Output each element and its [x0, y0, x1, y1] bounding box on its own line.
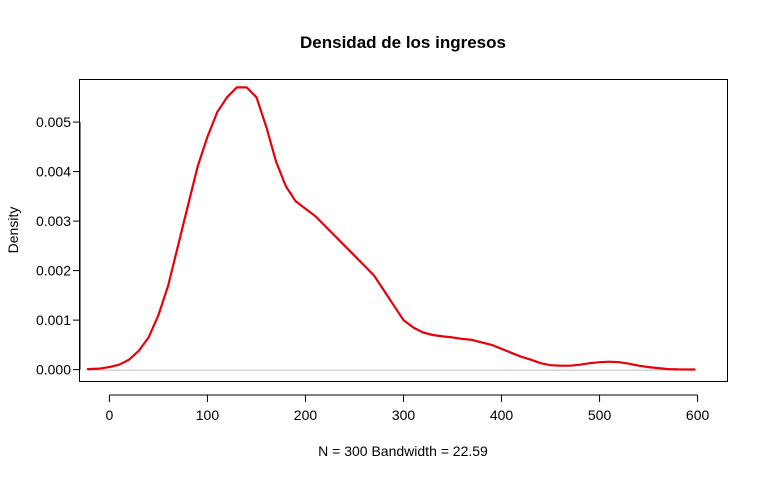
- y-tick-label: 0.001: [36, 312, 71, 328]
- y-tick-label: 0.005: [36, 114, 71, 130]
- x-tick-label: 300: [392, 407, 416, 423]
- x-tick-label: 400: [490, 407, 514, 423]
- x-axis-label: N = 300 Bandwidth = 22.59: [318, 443, 488, 459]
- y-tick-label: 0.003: [36, 213, 71, 229]
- chart-title: Densidad de los ingresos: [300, 33, 506, 52]
- x-tick-label: 0: [106, 407, 114, 423]
- y-axis-label: Density: [5, 207, 21, 254]
- x-axis: 0 100 200 300 400 500 600: [106, 394, 710, 423]
- x-tick-label: 600: [686, 407, 710, 423]
- y-tick-label: 0.002: [36, 263, 71, 279]
- x-tick-label: 200: [294, 407, 318, 423]
- plot-box: [79, 79, 728, 382]
- density-curve: [86, 86, 696, 371]
- y-tick-label: 0.000: [36, 362, 71, 378]
- x-tick-label: 100: [196, 407, 220, 423]
- y-tick-label: 0.004: [36, 164, 71, 180]
- x-tick-label: 500: [588, 407, 612, 423]
- y-axis: 0.000 0.001 0.002 0.003 0.004 0.005: [36, 114, 81, 378]
